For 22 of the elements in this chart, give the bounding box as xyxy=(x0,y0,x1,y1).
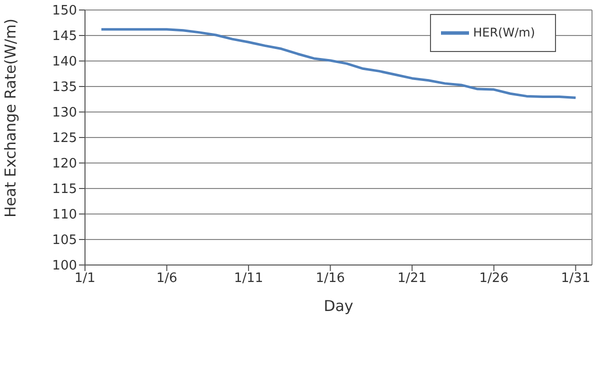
x-axis-title: Day xyxy=(324,297,354,315)
line-series xyxy=(100,28,577,99)
y-tick-label: 130 xyxy=(52,106,77,121)
y-tick-label: 115 xyxy=(52,182,77,198)
y-tick-label: 135 xyxy=(52,80,77,96)
x-tick-label: 1/21 xyxy=(397,271,427,286)
legend-label: HER(W/m) xyxy=(473,25,535,40)
x-tick-label: 1/1 xyxy=(74,271,96,286)
y-tick-label: 105 xyxy=(52,233,77,248)
x-tick-label: 1/31 xyxy=(561,271,590,286)
x-tick-label: 1/26 xyxy=(479,271,508,286)
y-tick-label: 145 xyxy=(52,29,77,44)
y-tick-label: 140 xyxy=(52,54,77,70)
y-tick-label: 120 xyxy=(52,156,77,172)
y-axis-title: Heat Exchange Rate(W/m) xyxy=(1,18,20,218)
x-tick-label: 1/16 xyxy=(316,271,345,286)
y-tick-label: 125 xyxy=(52,131,77,146)
x-tick-label: 1/11 xyxy=(234,271,264,286)
y-tick-label: 150 xyxy=(52,4,77,19)
x-tick-label: 1/6 xyxy=(156,271,178,286)
y-tick-label: 100 xyxy=(52,258,77,274)
y-tick-label: 110 xyxy=(52,208,77,223)
